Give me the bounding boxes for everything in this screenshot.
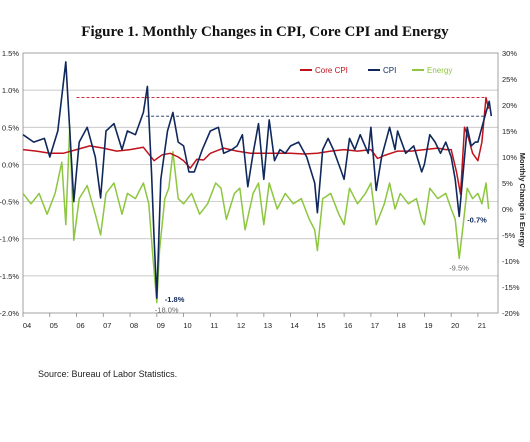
x-tick-label: 06 (76, 321, 84, 330)
y-tick-label-right: 0% (502, 205, 513, 214)
x-tick-label: 13 (264, 321, 272, 330)
y-tick-label-left: 0.5% (2, 123, 19, 132)
series-line-energy (22, 125, 490, 304)
y-tick-label-left: -0.5% (0, 198, 19, 207)
y-tick-label-right: 20% (502, 101, 517, 110)
x-tick-label: 09 (157, 321, 165, 330)
x-tick-label: 19 (424, 321, 432, 330)
x-tick-label: 16 (344, 321, 352, 330)
x-tick-label: 21 (478, 321, 486, 330)
x-tick-label: 15 (317, 321, 325, 330)
y-tick-label-right: -15% (502, 283, 520, 292)
legend-label: Energy (427, 66, 452, 75)
y-tick-label-right: -20% (502, 309, 520, 318)
y-tick-label-left: -2.0% (0, 309, 19, 318)
chart-title: Figure 1. Monthly Changes in CPI, Core C… (81, 24, 449, 40)
data-label: -0.7% (467, 215, 487, 224)
y-tick-label-right: 15% (502, 127, 517, 136)
y-tick-label-right: 5% (502, 179, 513, 188)
x-tick-label: 12 (237, 321, 245, 330)
x-tick-label: 07 (103, 321, 111, 330)
right-axis-title: Monthly Change in Energy (518, 153, 527, 248)
source-note: Source: Bureau of Labor Statistics. (38, 369, 178, 379)
series-line-cpi (22, 61, 493, 299)
y-tick-label-left: -1.5% (0, 272, 19, 281)
data-label: -9.5% (449, 263, 469, 272)
legend-label: CPI (383, 66, 396, 75)
y-tick-label-left: 1.5% (2, 49, 19, 58)
x-tick-label: 04 (23, 321, 31, 330)
x-tick-label: 11 (210, 321, 218, 330)
y-tick-label-right: -5% (502, 231, 516, 240)
y-tick-label-left: 0.0% (2, 160, 19, 169)
x-tick-label: 17 (371, 321, 379, 330)
data-label: -18.0% (155, 306, 179, 315)
y-tick-label-left: 1.0% (2, 86, 19, 95)
x-tick-label: 20 (451, 321, 459, 330)
y-tick-label-right: 25% (502, 75, 517, 84)
x-tick-label: 18 (397, 321, 405, 330)
y-tick-label-right: -10% (502, 257, 520, 266)
x-tick-label: 05 (50, 321, 58, 330)
y-tick-label-right: 10% (502, 153, 517, 162)
data-label: -1.8% (165, 295, 185, 304)
y-tick-label-left: -1.0% (0, 235, 19, 244)
x-tick-label: 08 (130, 321, 138, 330)
x-tick-label: 14 (290, 321, 298, 330)
y-tick-label-right: 30% (502, 49, 517, 58)
plot-frame (22, 52, 499, 314)
legend-label: Core CPI (315, 66, 348, 75)
x-tick-label: 10 (183, 321, 191, 330)
